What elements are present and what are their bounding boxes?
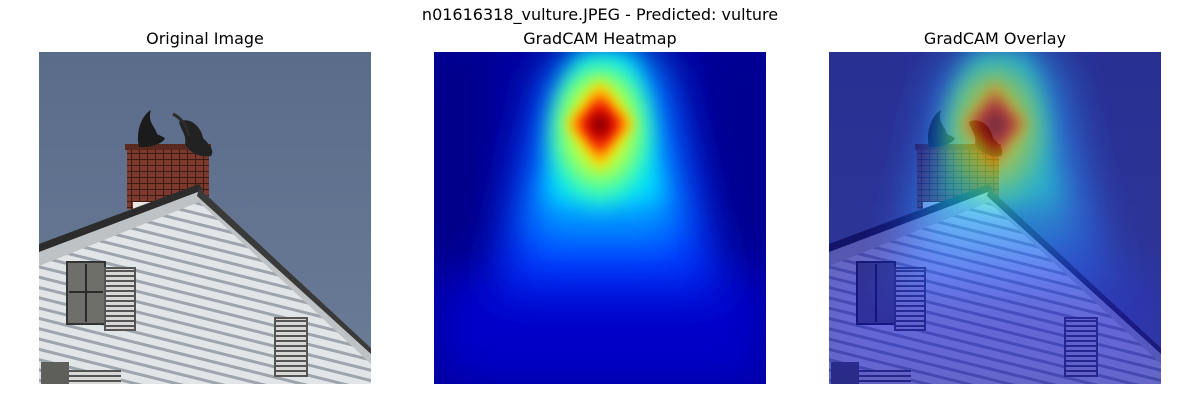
heatmap-drawing [434,52,766,384]
panel-gradcam-overlay: GradCAM Overlay [829,28,1161,384]
panel-title-overlay: GradCAM Overlay [923,29,1067,48]
panel-gradcam-heatmap: GradCAM Heatmap [434,28,766,384]
panel-title-original: Original Image [146,29,264,48]
panel-original-image: Original Image [39,28,371,384]
panel-title-heatmap: GradCAM Heatmap [523,29,677,48]
scene-drawing [39,52,371,384]
gradcam-overlay-image [829,52,1161,384]
figure-suptitle: n01616318_vulture.JPEG - Predicted: vult… [421,5,779,24]
overlay-heat-layer [829,52,1161,384]
original-image [39,52,371,384]
gradcam-heatmap-image [434,52,766,384]
